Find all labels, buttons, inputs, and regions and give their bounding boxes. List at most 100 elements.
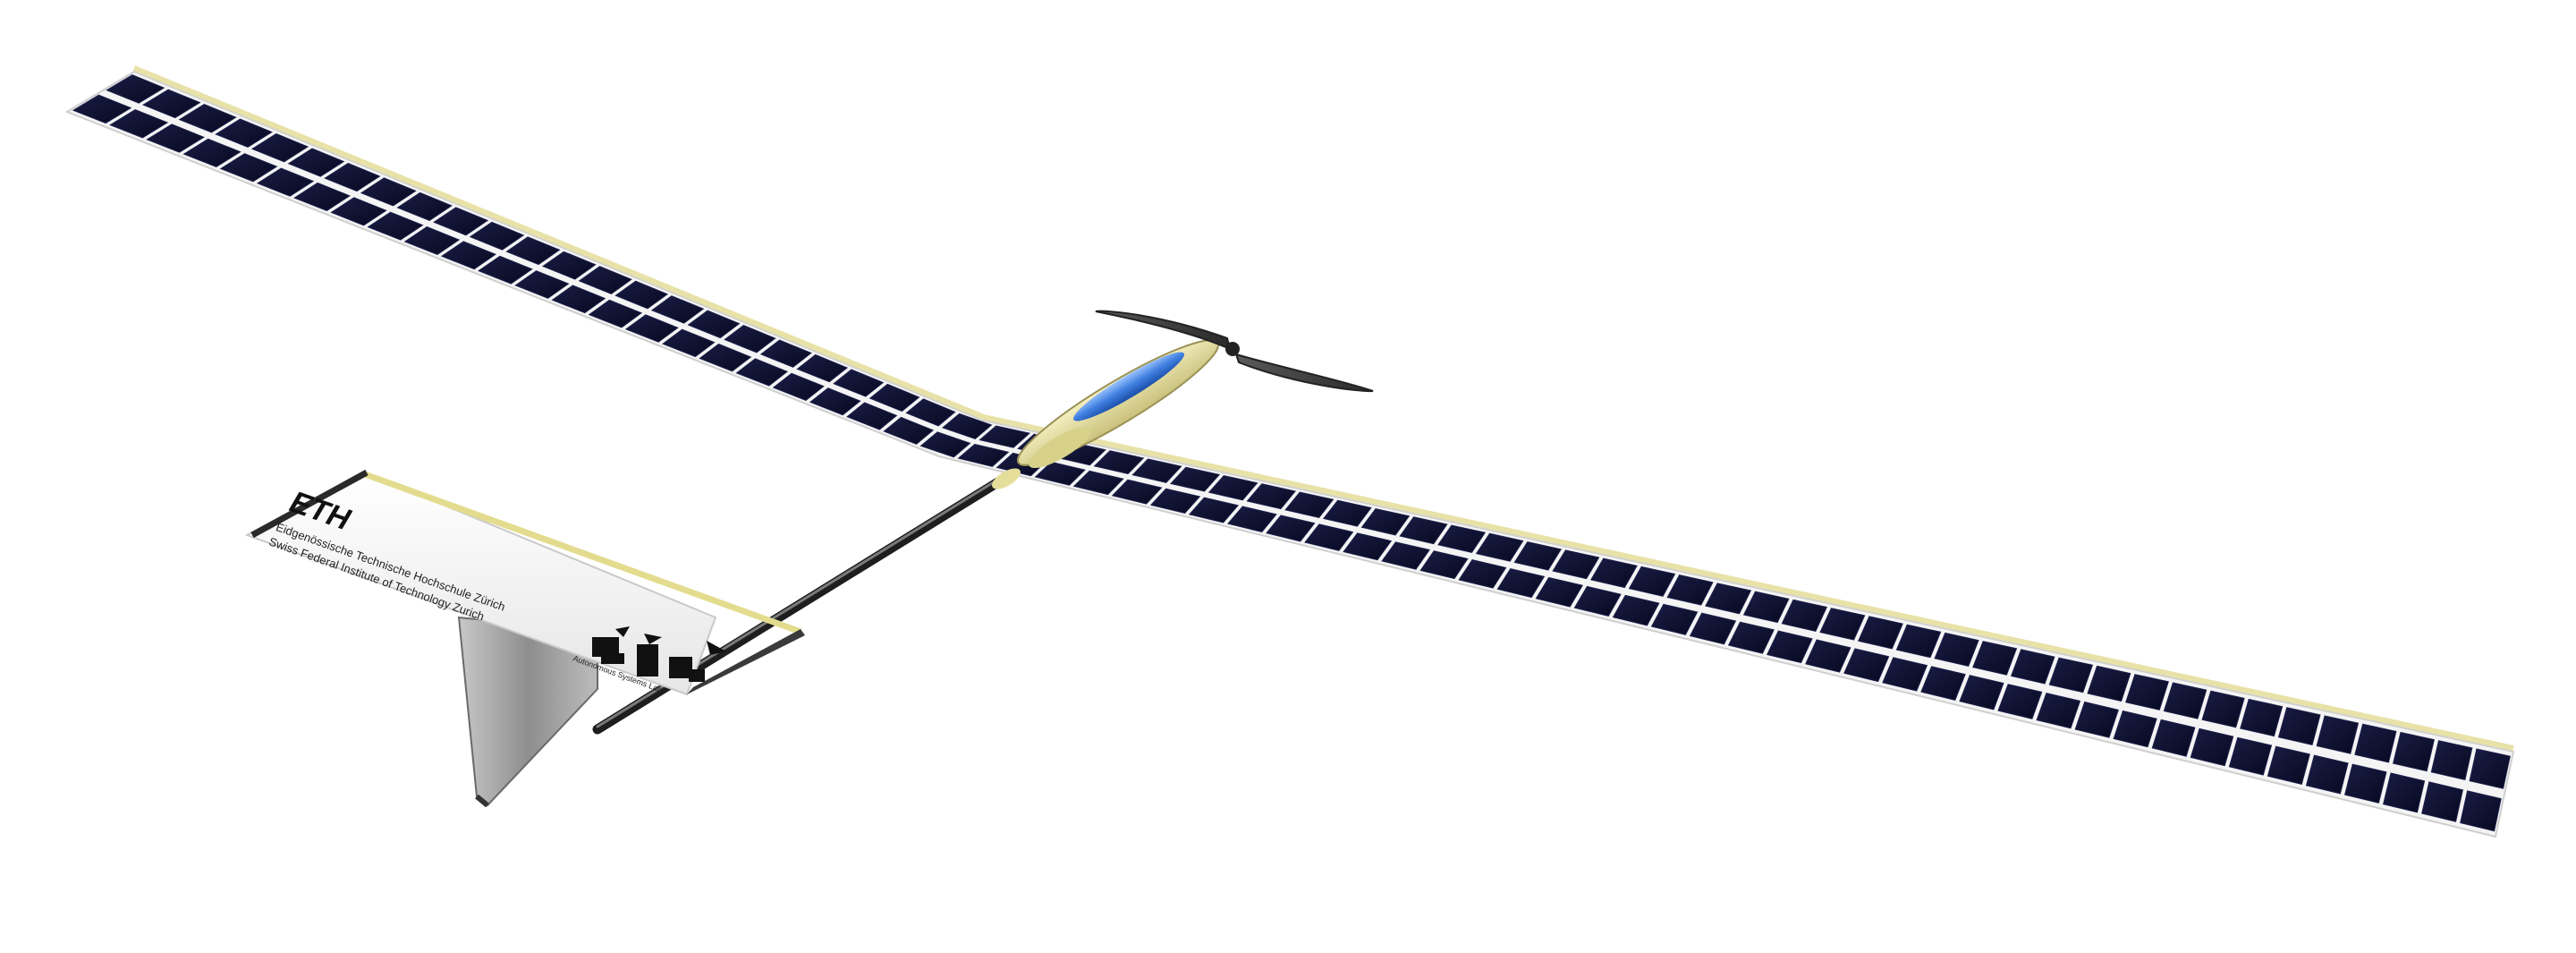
solar-panel-icon (2343, 763, 2387, 804)
solar-panel-icon (478, 255, 533, 285)
solar-panel-icon (1895, 624, 1942, 659)
solar-panel-icon (514, 270, 570, 299)
solar-panel-icon (1742, 591, 1790, 624)
solar-panel-icon (1170, 466, 1221, 492)
solar-panel-icon (759, 339, 812, 368)
solar-panel-icon (106, 74, 165, 104)
propeller-icon (1095, 310, 1374, 393)
solar-panel-icon (1284, 491, 1335, 518)
solar-panel-icon (919, 431, 971, 458)
solar-panel-icon (1628, 566, 1676, 597)
solar-panel-icon (905, 398, 956, 427)
solar-panel-icon (1322, 499, 1372, 527)
solar-wing (64, 65, 2515, 838)
solar-panel-icon (2240, 698, 2284, 737)
solar-panel-icon (2469, 748, 2511, 789)
solar-panel-icon (614, 280, 669, 310)
solar-panel-icon (699, 343, 752, 372)
solar-panel-icon (215, 118, 273, 148)
solar-panel-icon (2316, 715, 2360, 754)
solar-panel-icon (1573, 585, 1622, 617)
solar-panel-icon (1513, 541, 1562, 571)
solar-panel-icon (1882, 657, 1928, 692)
solar-panel-icon (1727, 621, 1775, 654)
solar-panel-icon (2277, 707, 2321, 745)
solar-panel-icon (1304, 523, 1354, 551)
solar-panel-icon (330, 197, 387, 226)
solar-panel-icon (2074, 701, 2119, 738)
asl-logo-icon (592, 626, 726, 682)
solar-panel-icon (440, 241, 497, 270)
solar-panel-icon (2354, 723, 2397, 763)
solar-panel-icon (1819, 608, 1866, 641)
solar-panel-icon (724, 325, 776, 353)
solar-panel-icon (1246, 483, 1297, 510)
solar-panel-icon (433, 207, 489, 236)
solar-panel-icon (735, 358, 789, 387)
solar-panel-icon (551, 285, 606, 314)
solar-panel-icon (796, 353, 849, 383)
solar-panel-icon (1360, 508, 1411, 536)
solar-panel-icon (72, 94, 132, 124)
solar-panel-icon (2125, 674, 2169, 710)
solar-panel-icon (2421, 781, 2463, 822)
solar-panel-icon (979, 425, 1031, 448)
solar-panel-icon (1857, 616, 1903, 650)
solar-panel-icon (1093, 450, 1145, 475)
solar-panel-icon (1072, 470, 1124, 496)
solar-panel-icon (2113, 710, 2157, 748)
solar-panel-icon (2201, 690, 2245, 728)
solar-panel-icon (2460, 790, 2502, 832)
solar-panel-icon (1705, 583, 1752, 615)
solar-panel-icon (2048, 657, 2094, 693)
solar-panel-icon (1590, 557, 1638, 589)
solar-panel-icon (1188, 497, 1240, 523)
solar-panel-icon (1111, 479, 1163, 505)
solar-panel-icon (505, 236, 561, 266)
solar-panel-icon (578, 266, 632, 294)
solar-panel-icon (1226, 506, 1277, 532)
solar-panel-icon (1475, 532, 1524, 562)
solar-panel-icon (324, 162, 381, 192)
solar-panel-icon (1920, 666, 1966, 701)
solar-panel-icon (2392, 731, 2436, 772)
solar-panel-icon (293, 182, 351, 212)
solar-panel-icon (469, 221, 525, 251)
solar-panel-icon (1843, 648, 1890, 683)
solar-panel-icon (650, 295, 705, 324)
solar-panel-icon (1266, 515, 1316, 542)
solar-panel-icon (178, 104, 237, 133)
solar-panel-icon (2430, 740, 2473, 780)
solar-panel-icon (1552, 549, 1600, 580)
solar-panel-icon (1934, 632, 1979, 667)
solar-panel-icon (1805, 639, 1852, 673)
solar-panel-icon (1612, 594, 1660, 626)
solar-panel-icon (1997, 684, 2043, 719)
solar-panel-icon (1437, 524, 1487, 553)
solar-panel-icon (1689, 612, 1737, 645)
solar-panel-icon (1208, 475, 1258, 501)
solar-panel-icon (2382, 772, 2426, 813)
solar-panel-icon (396, 191, 453, 221)
solar-panel-icon (957, 443, 1010, 467)
solar-panel-icon (2228, 736, 2273, 776)
solar-panel-icon (624, 314, 679, 343)
solar-panel-icon (403, 225, 461, 255)
solar-panel-icon (1399, 516, 1448, 545)
solar-panel-icon (1458, 559, 1507, 589)
solar-panel-icon (541, 251, 597, 280)
solar-panel-icon (588, 299, 643, 328)
solar-panel-icon (360, 177, 417, 207)
solar-panel-icon (1131, 458, 1182, 483)
solar-panel-icon (109, 109, 169, 139)
solar-panel-icon (250, 132, 309, 163)
solar-panel-icon (2305, 754, 2349, 795)
solar-panel-icon (2267, 745, 2310, 785)
solar-panel-icon (687, 310, 741, 339)
solar-panel-icon (256, 167, 315, 197)
solar-panel-icon (2163, 682, 2207, 719)
solar-panel-icon (772, 372, 825, 401)
solar-panel-icon (1766, 630, 1813, 664)
solar-panel-icon (883, 416, 935, 445)
